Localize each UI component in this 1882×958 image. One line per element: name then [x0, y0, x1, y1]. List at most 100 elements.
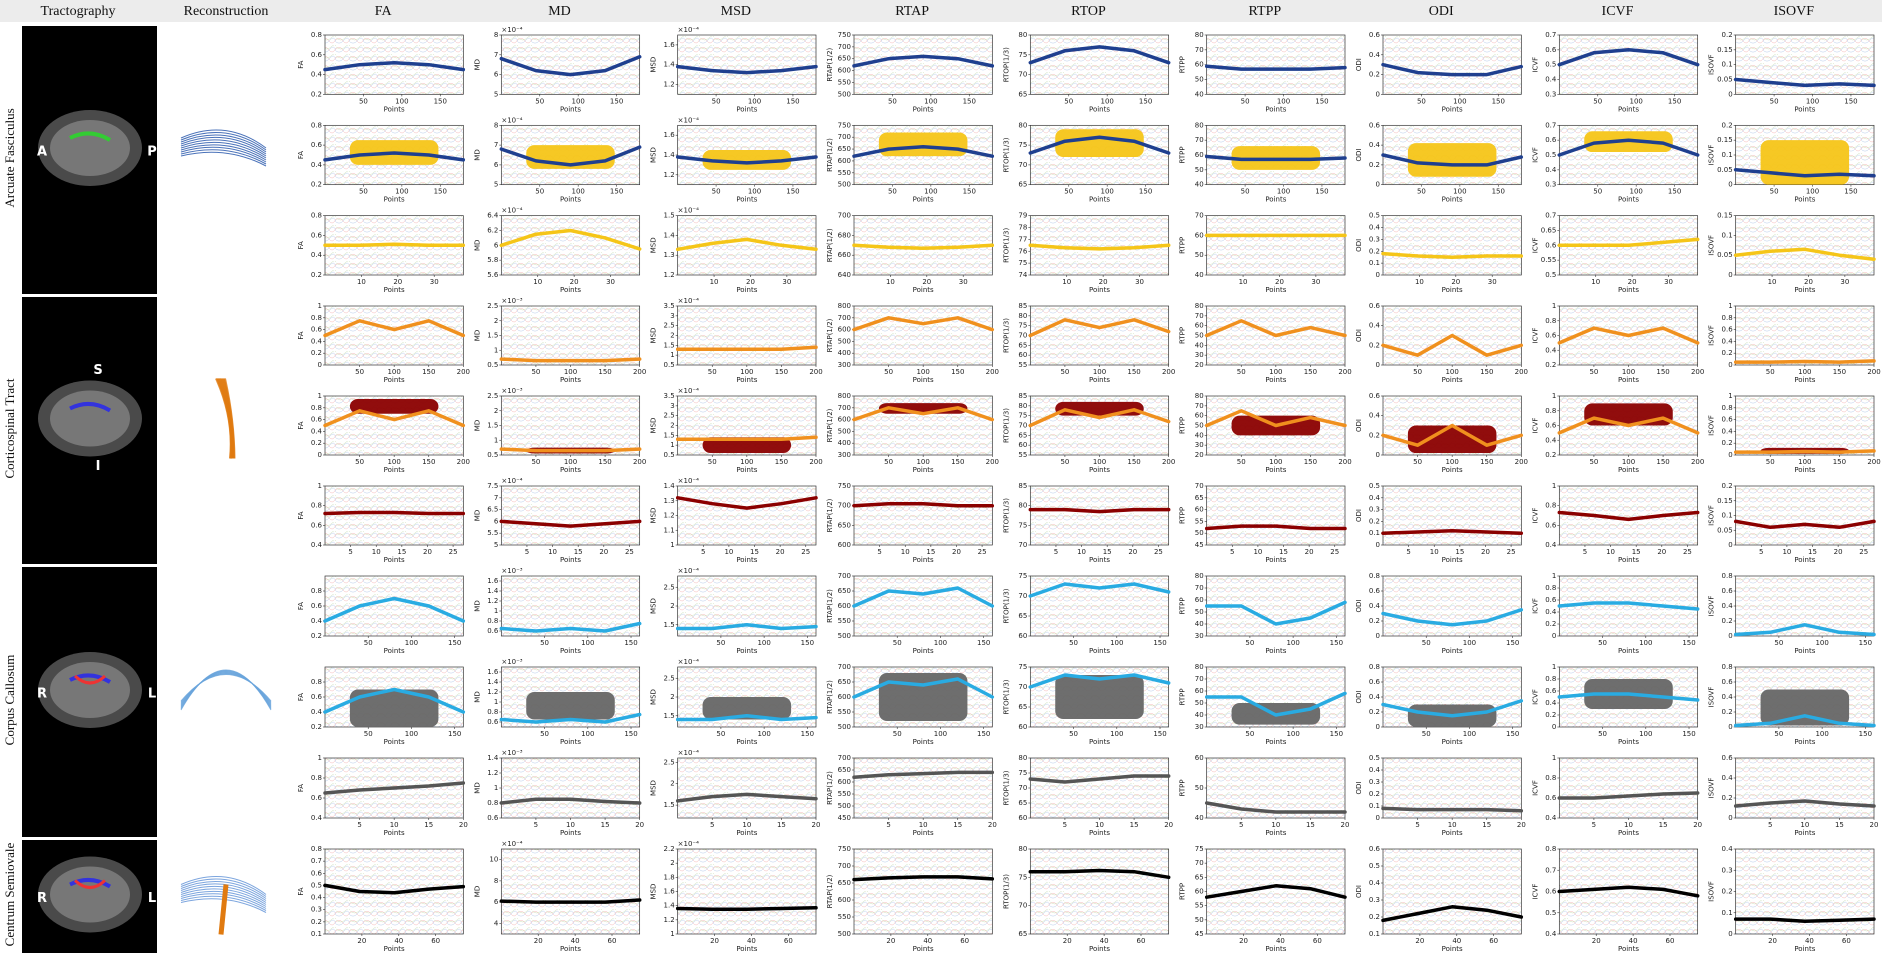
x-tick-label: 150 — [1506, 639, 1519, 647]
x-tick-label: 150 — [951, 458, 964, 466]
sample-cloud — [1055, 675, 1144, 719]
y-tick-label: 1 — [318, 392, 322, 400]
axis-exponent: ×10⁻⁴ — [678, 387, 699, 395]
x-tick-label: 50 — [712, 188, 721, 196]
x-axis-label: Points — [1442, 647, 1463, 655]
y-tick-label: 40 — [1195, 271, 1204, 279]
group-label: Arcuate Fasciculus — [2, 108, 17, 207]
y-tick-label: 0.3 — [1369, 778, 1380, 786]
x-tick-label: 10 — [1253, 548, 1262, 556]
orientation: I — [96, 459, 101, 474]
column-header: MD — [548, 4, 571, 19]
y-axis-label: RTOP(1/3) — [1002, 874, 1010, 909]
y-tick-label: 2.5 — [664, 322, 675, 330]
y-tick-label: 0.3 — [1369, 506, 1380, 514]
x-tick-label: 50 — [1069, 639, 1078, 647]
x-axis-label: Points — [913, 945, 934, 953]
y-tick-label: 0.6 — [1369, 587, 1381, 595]
y-tick-label: 0.8 — [1722, 404, 1733, 412]
y-tick-label: 1 — [494, 607, 498, 615]
x-tick-label: 150 — [801, 639, 814, 647]
x-tick-label: 100 — [405, 639, 418, 647]
y-tick-label: 650 — [838, 521, 851, 529]
y-tick-label: 0.8 — [311, 845, 322, 853]
y-tick-label: 0.6 — [311, 231, 323, 239]
y-tick-label: 0.7 — [311, 857, 322, 865]
y-tick-label: 1.4 — [664, 482, 676, 490]
x-tick-label: 150 — [1682, 639, 1695, 647]
y-tick-label: 3 — [670, 312, 674, 320]
x-axis-label: Points — [1089, 286, 1110, 294]
x-axis-label: Points — [913, 829, 934, 837]
y-tick-label: 0 — [1376, 361, 1380, 369]
x-tick-label: 20 — [1451, 278, 1460, 286]
y-tick-label: 0.8 — [311, 502, 322, 510]
x-tick-label: 150 — [1859, 639, 1872, 647]
x-axis-label: Points — [1618, 376, 1639, 384]
y-axis-label: ICVF — [1531, 598, 1539, 614]
x-tick-label: 100 — [1629, 97, 1642, 105]
x-tick-label: 100 — [581, 639, 594, 647]
x-axis-label: Points — [1442, 105, 1463, 113]
y-tick-label: 0.15 — [1717, 136, 1733, 144]
y-tick-label: 0.5 — [1545, 271, 1556, 279]
y-tick-label: 0.8 — [311, 678, 322, 686]
y-tick-label: 1.5 — [487, 422, 498, 430]
x-tick-label: 15 — [601, 821, 610, 829]
x-tick-label: 100 — [916, 368, 929, 376]
y-tick-label: 0.3 — [1545, 90, 1556, 98]
y-tick-label: 1.5 — [664, 801, 675, 809]
x-axis-label: Points — [1089, 105, 1110, 113]
y-tick-label: 55 — [1195, 517, 1204, 525]
x-axis-label: Points — [1089, 829, 1110, 837]
y-tick-label: 0.4 — [1545, 814, 1557, 822]
y-tick-label: 0.4 — [311, 894, 323, 902]
x-tick-label: 50 — [1417, 188, 1426, 196]
plot-texture — [678, 758, 816, 818]
x-tick-label: 5 — [1768, 821, 1772, 829]
y-axis-label: RTPP — [1179, 597, 1187, 614]
x-tick-label: 15 — [574, 548, 583, 556]
reconstruction-fiber — [181, 675, 271, 702]
x-tick-label: 15 — [424, 821, 433, 829]
y-axis-label: MSD — [650, 418, 658, 434]
y-tick-label: 0.4 — [1369, 693, 1381, 701]
plot-texture — [1030, 849, 1168, 934]
x-tick-label: 100 — [1453, 97, 1466, 105]
x-tick-label: 5 — [1239, 821, 1243, 829]
plot-texture — [854, 486, 992, 545]
x-tick-label: 100 — [748, 188, 761, 196]
y-tick-label: 1 — [1552, 663, 1556, 671]
y-tick-label: 0 — [1728, 632, 1732, 640]
x-tick-label: 50 — [355, 458, 364, 466]
x-tick-label: 200 — [1691, 458, 1704, 466]
x-tick-label: 50 — [1064, 97, 1073, 105]
y-tick-label: 0.8 — [311, 774, 322, 782]
column-header: RTOP — [1071, 4, 1106, 19]
y-tick-label: 1 — [670, 441, 674, 449]
x-tick-label: 20 — [393, 278, 402, 286]
y-axis-label: MSD — [650, 884, 658, 900]
x-tick-label: 200 — [986, 458, 999, 466]
y-tick-label: 0.6 — [311, 602, 323, 610]
mean-curve — [1736, 361, 1874, 362]
y-tick-label: 4 — [494, 919, 499, 927]
y-tick-label: 50 — [1195, 529, 1204, 537]
x-tick-label: 20 — [1834, 548, 1843, 556]
y-tick-label: 1.4 — [487, 754, 499, 762]
brain-inner — [50, 120, 130, 176]
column-header: ISOVF — [1774, 4, 1815, 19]
sample-cloud — [1055, 129, 1144, 157]
y-tick-label: 1.3 — [664, 497, 675, 505]
y-tick-label: 0.2 — [1369, 617, 1380, 625]
plot-texture — [678, 849, 816, 934]
plot-texture — [325, 306, 463, 365]
y-axis-label: RTOP(1/3) — [1002, 408, 1010, 443]
y-tick-label: 60 — [1195, 61, 1204, 69]
column-header: FA — [375, 4, 393, 19]
y-tick-label: 0.4 — [311, 814, 323, 822]
x-tick-label: 200 — [1162, 368, 1175, 376]
y-tick-label: 0.8 — [311, 587, 322, 595]
y-axis-label: RTPP — [1179, 507, 1187, 524]
y-tick-label: 1.4 — [487, 678, 499, 686]
